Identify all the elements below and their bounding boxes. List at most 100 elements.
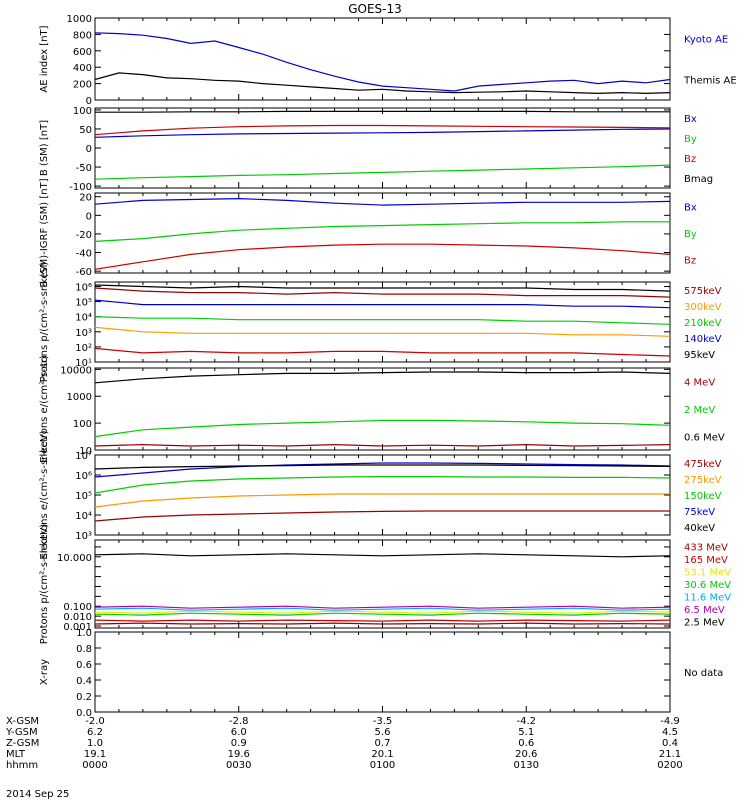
y-axis-label: B (SM) [nT] [39,120,50,176]
series-line [94,243,671,270]
legend-label: 0.6 MeV [684,432,725,443]
orbit-value: 21.1 [659,749,681,760]
series-line [94,164,671,180]
y-tick-label: 1000 [67,14,92,25]
panel-frame [94,107,671,189]
panel-1: 0 200 400 600 800 1000 AE index [nT] Kyoto AE Th… [39,14,737,107]
series-line [94,347,671,357]
y-axis-label: Protons p/(cm²-s-sr-keV) [39,524,50,645]
orbit-value: 0.6 [518,738,534,749]
y-axis-label: B (SM)-IGRF (SM) [nT] [39,178,50,287]
legend-label: 40keV [684,523,715,534]
y-tick-label: 0.010 [63,612,92,623]
series-line [94,197,671,206]
panel-frame [94,367,671,451]
legend-label: Bz [684,154,696,165]
legend-label: 300keV [684,302,722,313]
y-tick-label: 0.100 [63,602,92,613]
y-tick-label: 10000 [60,365,92,376]
series-line [94,284,671,292]
legend-label: Kyoto AE [684,35,728,46]
legend-label: Bx [684,114,697,125]
orbit-value: 0.4 [662,738,678,749]
legend-label: Bz [684,256,696,267]
orbit-row-label: Z-GSM [6,738,39,749]
y-tick-label: 10 [79,446,92,457]
y-axis-label: Electrons e/(cm²-s-sr-keV) [39,430,50,559]
series-line [94,128,671,138]
orbit-value: 1.0 [87,738,103,749]
y-axis-label: X-ray [39,659,50,685]
series-line [94,619,671,622]
legend-label: 165 MeV [684,555,728,566]
legend-label: 433 MeV [684,542,728,553]
y-tick-label: -60 [76,267,92,278]
y-tick-label: 10¹ [75,358,92,369]
legend-label: 95keV [684,350,715,361]
orbit-value: -3.5 [373,716,393,727]
orbit-value: -2.8 [229,716,249,727]
y-axis-label: Protons p/(cm²-s-sr-keV) [39,262,50,383]
legend-label: 575keV [684,286,722,297]
y-tick-label: 10⁷ [75,451,92,462]
orbit-value: 19.6 [228,749,250,760]
y-tick-label: -20 [76,230,92,241]
orbit-value: 0100 [370,760,395,771]
legend-label: 2 MeV [684,405,715,416]
series-line [94,221,670,242]
orbit-value: 5.1 [518,727,534,738]
orbit-value: 5.6 [375,727,391,738]
y-tick-label: 0.4 [76,676,92,687]
y-tick-label: 800 [73,30,92,41]
y-tick-label: 600 [73,47,92,58]
y-tick-label: 1000 [67,392,92,403]
series-line [94,419,671,438]
orbit-value: 0000 [82,760,107,771]
series-line [94,610,671,614]
legend-label: 140keV [684,334,722,345]
legend-label: Bx [684,202,697,213]
y-tick-label: 0 [86,96,92,107]
orbit-value: 4.5 [662,727,678,738]
y-tick-label: 0 [86,211,92,222]
series-line [94,607,671,611]
y-tick-label: 10.000 [57,553,92,564]
panel-6: 10³ 10⁴ 10⁵ 10⁶ 10⁷ Electrons e/(cm²-s-sr-keV… [39,430,722,559]
orbit-row-label: X-GSM [6,716,39,727]
series-line [95,110,670,113]
series-line [94,462,671,478]
y-tick-label: 50 [79,125,92,136]
no-data-label: No data [684,668,723,679]
legend-label: By [684,134,697,145]
series-line [94,476,671,494]
series-line [94,32,671,92]
series-line [94,553,671,558]
series-line [94,299,671,309]
y-tick-label: 0.6 [76,660,92,671]
y-tick-label: 10⁵ [75,298,92,309]
y-tick-label: 400 [73,63,92,74]
orbit-row-label: hhmm [6,760,38,771]
panel-8: 0.0 0.2 0.4 0.6 0.8 1.0 X-ray No data [39,628,723,719]
orbit-value: 6.2 [87,727,103,738]
series-line [94,124,671,136]
y-tick-label: 20 [79,193,92,204]
y-tick-label: 100 [73,106,92,117]
panel-frame [94,631,671,713]
y-tick-label: 0.2 [76,692,92,703]
y-tick-label: 10² [75,343,92,354]
panel-2: -100 -50 0 50 100 B (SM) [nT] Bx By Bz Bmag [39,106,713,193]
orbit-value: -2.0 [85,716,105,727]
series-line [94,371,671,384]
legend-label: 475keV [684,459,722,470]
y-tick-label: 10³ [75,531,92,542]
legend-label: 75keV [684,507,715,518]
legend-label: By [684,229,697,240]
series-line [94,316,671,325]
legend-label: 6.5 MeV [684,605,725,616]
legend-label: Bmag [684,174,713,185]
date-label: 2014 Sep 25 [6,789,69,800]
y-axis-label: AE index [nT] [39,25,50,92]
